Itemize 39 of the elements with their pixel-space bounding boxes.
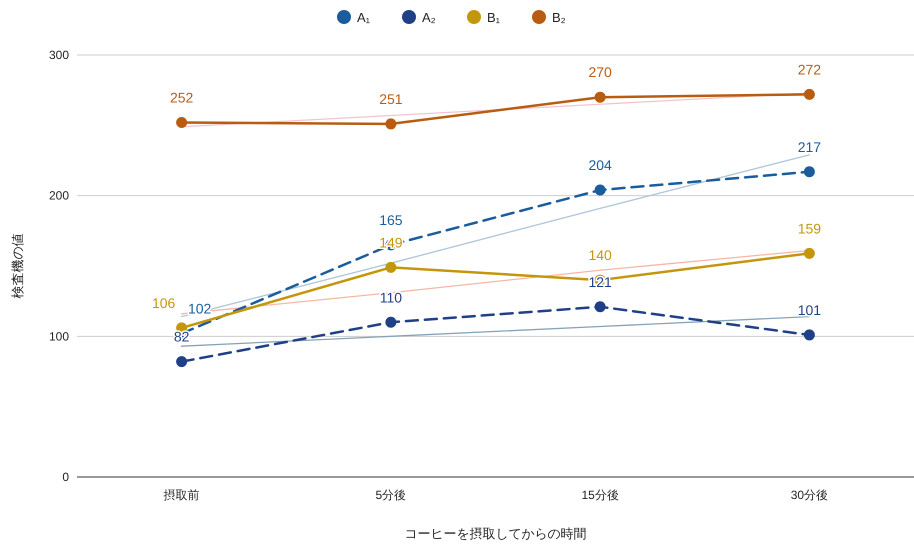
data-label: 217 (798, 138, 822, 155)
point (385, 262, 396, 273)
data-label: 140 (588, 247, 612, 264)
data-label: 251 (379, 90, 403, 107)
x-tick-label: 15分後 (581, 488, 619, 502)
y-tick-label: 300 (48, 48, 70, 62)
data-label: 252 (170, 90, 194, 106)
point (594, 301, 606, 312)
point (804, 88, 815, 100)
data-label: 159 (798, 220, 822, 236)
x-tick-label: 5分後 (376, 488, 406, 502)
x-tick-label: 摂取前 (164, 488, 200, 502)
point (804, 166, 815, 178)
data-label: 101 (798, 302, 822, 318)
x-axis-title: コーヒーを摂取してからの時間 (404, 526, 586, 541)
y-tick-label: 200 (48, 188, 70, 203)
y-tick-label: 100 (48, 329, 70, 344)
legend-label: B₁ (487, 10, 501, 25)
point (594, 184, 606, 196)
data-label: 272 (798, 61, 822, 78)
point (594, 92, 606, 103)
point (176, 117, 188, 128)
legend-label: B₂ (552, 10, 566, 25)
data-label: 106 (152, 294, 176, 311)
point (385, 118, 396, 130)
data-label: 102 (188, 300, 212, 317)
point (804, 248, 815, 259)
data-label: 270 (588, 64, 612, 80)
point (385, 316, 396, 328)
data-label: 110 (380, 289, 402, 306)
legend-label: A₁ (357, 10, 371, 25)
y-tick-label: 0 (62, 470, 70, 484)
point (176, 356, 188, 368)
x-tick-label: 30分後 (790, 488, 828, 502)
legend-label: A₂ (422, 10, 436, 25)
point (804, 329, 815, 340)
data-label: 204 (588, 157, 612, 174)
data-label: 165 (379, 212, 403, 228)
y-axis-title: 検査機の値 (10, 234, 25, 298)
